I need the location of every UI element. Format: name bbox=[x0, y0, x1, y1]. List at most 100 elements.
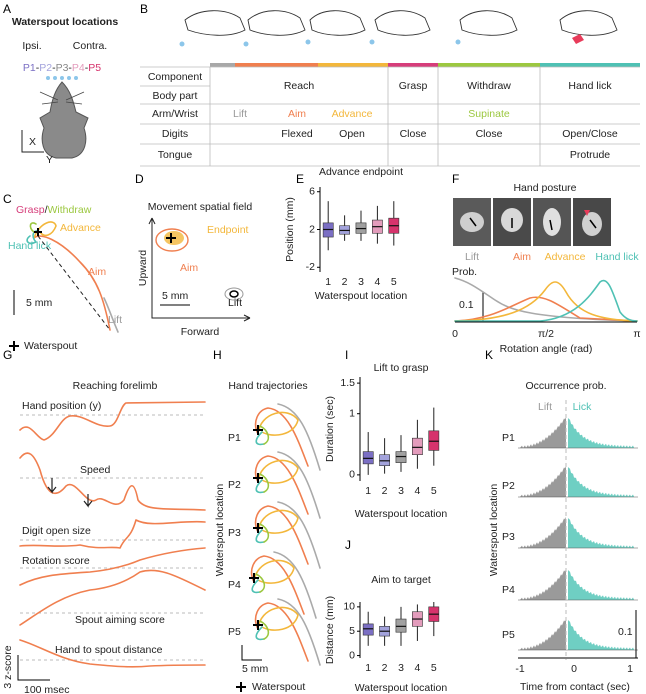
panel-c: Grasp/Withdraw Advance Hand lick Aim Lif… bbox=[8, 204, 122, 352]
trace-label: Digit open size bbox=[22, 525, 91, 537]
component: Reach bbox=[284, 80, 315, 92]
box bbox=[379, 454, 390, 467]
trace-label: Speed bbox=[80, 464, 111, 476]
x-tick-label: 0 bbox=[571, 663, 577, 675]
label: / bbox=[45, 204, 48, 216]
histograms bbox=[518, 416, 638, 651]
trajectory bbox=[33, 235, 111, 331]
x-tick-label: 4 bbox=[414, 485, 420, 497]
x-axis-label: Waterspout location bbox=[315, 290, 408, 302]
histogram bbox=[568, 518, 634, 548]
cell: Aim bbox=[288, 108, 306, 120]
droplets bbox=[179, 39, 461, 47]
scale: 0.1 bbox=[459, 299, 474, 311]
label: Lift bbox=[538, 401, 552, 413]
panel-d: Movement spatial field Endpoint Aim Lift… bbox=[137, 201, 253, 338]
y-tick-label: 0 bbox=[349, 649, 355, 661]
panel-a: Waterspout locations Ipsi. Contra. P1-P2… bbox=[12, 16, 119, 166]
label: Endpoint bbox=[207, 224, 249, 236]
histogram bbox=[520, 618, 566, 650]
tongue bbox=[572, 34, 584, 44]
panel-label: D bbox=[135, 172, 144, 186]
x-tick-label: 1 bbox=[325, 276, 331, 288]
panel-f: Hand posture Lift Aim Advance Hand lick … bbox=[452, 182, 641, 355]
legend-label: Advance bbox=[545, 251, 586, 263]
location-list: P1-P2-P3-P4-P5 bbox=[23, 62, 101, 74]
chart-title: Lift to grasp bbox=[374, 362, 429, 374]
x-tick-label: 4 bbox=[374, 276, 380, 288]
trajectory bbox=[255, 529, 265, 544]
cell: Advance bbox=[332, 108, 373, 120]
location-label: P4 bbox=[502, 584, 515, 596]
box bbox=[395, 618, 407, 633]
waterspout-legend bbox=[9, 341, 19, 351]
trajectory bbox=[277, 403, 321, 471]
x-tick-label: 3 bbox=[398, 662, 404, 674]
histogram bbox=[520, 465, 566, 497]
x-tick-label: 2 bbox=[382, 485, 388, 497]
scale-bar bbox=[241, 645, 262, 661]
cell: Protrude bbox=[570, 149, 610, 161]
trace-label: Rotation score bbox=[22, 555, 90, 567]
y-axis-label: Distance (mm) bbox=[324, 596, 336, 664]
panel-label: C bbox=[3, 192, 12, 206]
field bbox=[155, 228, 189, 252]
panel-label: H bbox=[213, 348, 222, 362]
location: P1 bbox=[23, 62, 36, 74]
box bbox=[362, 451, 374, 465]
trajectory bbox=[257, 606, 299, 631]
x-tick-label: 5 bbox=[431, 662, 437, 674]
legend-label: Lift bbox=[465, 251, 479, 263]
box bbox=[412, 437, 423, 455]
separator: - bbox=[36, 62, 40, 74]
chart-title: Aim to target bbox=[371, 574, 431, 586]
chart-title: Advance endpoint bbox=[319, 166, 403, 178]
axis-label: Waterspout location bbox=[214, 484, 226, 577]
trajectory bbox=[259, 473, 270, 493]
histogram bbox=[568, 620, 634, 650]
field bbox=[224, 287, 244, 301]
panel-k: Occurrence prob. Lift Lick Waterspout lo… bbox=[488, 380, 638, 693]
cell: Close bbox=[400, 128, 427, 140]
title: Reaching forelimb bbox=[73, 380, 158, 392]
trajectory bbox=[250, 555, 305, 615]
label: Hand lick bbox=[8, 240, 52, 252]
scale: 100 msec bbox=[24, 684, 70, 694]
trajectory bbox=[277, 501, 321, 569]
label: Lick bbox=[573, 401, 592, 413]
separator: - bbox=[85, 62, 89, 74]
header: Body part bbox=[153, 90, 198, 102]
trace bbox=[19, 639, 206, 668]
trace-label: Hand to spout distance bbox=[55, 644, 163, 656]
title: Waterspout locations bbox=[12, 16, 119, 28]
y-tick-label: 1 bbox=[349, 407, 355, 419]
hand-images bbox=[453, 198, 611, 246]
location-label: P4 bbox=[228, 579, 241, 591]
location-label: P3 bbox=[502, 531, 515, 543]
axis-label: Y bbox=[46, 154, 53, 166]
curve bbox=[454, 296, 638, 322]
legend-label: Hand lick bbox=[595, 251, 639, 263]
y-tick-label: 1.5 bbox=[340, 377, 355, 389]
trajectory bbox=[103, 297, 119, 333]
field bbox=[229, 290, 239, 298]
arrowheads bbox=[148, 217, 251, 322]
histogram bbox=[520, 516, 566, 548]
histogram bbox=[568, 570, 634, 600]
component: Hand lick bbox=[568, 80, 612, 92]
scale: 3 z-score bbox=[2, 645, 14, 688]
trace bbox=[19, 569, 206, 626]
trajectory bbox=[253, 559, 295, 584]
location: P2 bbox=[39, 62, 52, 74]
row-label: Tongue bbox=[158, 149, 193, 161]
panel-label: B bbox=[140, 2, 148, 16]
x-tick-label: 1 bbox=[365, 485, 371, 497]
droplets bbox=[46, 76, 78, 80]
separator: - bbox=[68, 62, 72, 74]
label: Contra. bbox=[73, 40, 107, 52]
histogram bbox=[568, 467, 634, 497]
y-tick-label: 0 bbox=[349, 469, 355, 481]
panel-g: Reaching forelimb Hand position (y) Spee… bbox=[2, 380, 206, 694]
cell: Open bbox=[339, 128, 365, 140]
